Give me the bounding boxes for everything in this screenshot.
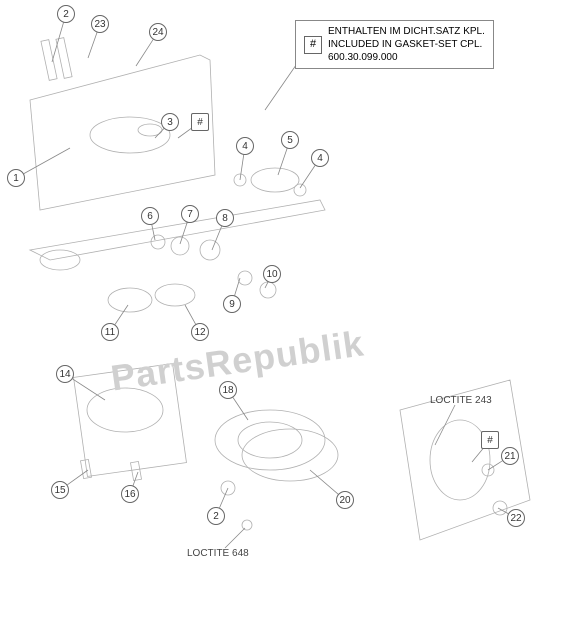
- callout-number: 11: [101, 323, 119, 341]
- hash-label: #: [304, 36, 322, 54]
- callout-16: 16: [121, 485, 139, 503]
- callout-6: 6: [141, 207, 159, 225]
- callout-number: 5: [281, 131, 299, 149]
- callout-number: 7: [181, 205, 199, 223]
- callout-10: 10: [263, 265, 281, 283]
- callout-14: 14: [56, 365, 74, 383]
- callout-4: 4: [236, 137, 254, 155]
- callout-number: 8: [216, 209, 234, 227]
- callout-number: 20: [336, 491, 354, 509]
- callout-number: 4: [236, 137, 254, 155]
- callout-2: 2: [207, 507, 225, 525]
- callout-number: 15: [51, 481, 69, 499]
- callout-7: 7: [181, 205, 199, 223]
- callout-5: 5: [281, 131, 299, 149]
- callout-8: 8: [216, 209, 234, 227]
- callout-9: 9: [223, 295, 241, 313]
- hash-icon: #: [191, 113, 209, 131]
- callout-number: 24: [149, 23, 167, 41]
- callout-20: 20: [336, 491, 354, 509]
- callout-4: 4: [311, 149, 329, 167]
- callout-number: 23: [91, 15, 109, 33]
- callout-number: 4: [311, 149, 329, 167]
- callout-number: 9: [223, 295, 241, 313]
- note-1: LOCTITE 648: [187, 548, 249, 559]
- callout-number: 6: [141, 207, 159, 225]
- callout-number: 16: [121, 485, 139, 503]
- callout-2: 2: [57, 5, 75, 23]
- callout-number: 2: [57, 5, 75, 23]
- callout-number: 3: [161, 113, 179, 131]
- callout-11: 11: [101, 323, 119, 341]
- callout-22: 22: [507, 509, 525, 527]
- parts-diagram-background: [0, 0, 563, 621]
- callout-number: 1: [7, 169, 25, 187]
- callout-number: 12: [191, 323, 209, 341]
- callout-24: 24: [149, 23, 167, 41]
- info-box-text: ENTHALTEN IM DICHT.SATZ KPL. INCLUDED IN…: [328, 25, 485, 64]
- callout-15: 15: [51, 481, 69, 499]
- callout-number: 14: [56, 365, 74, 383]
- note-0: LOCTITE 243: [430, 395, 492, 406]
- callout-12: 12: [191, 323, 209, 341]
- callout-3: 3: [161, 113, 179, 131]
- hash-callout: #: [191, 113, 209, 131]
- callout-number: 2: [207, 507, 225, 525]
- callout-21: 21: [501, 447, 519, 465]
- callout-number: 10: [263, 265, 281, 283]
- hash-callout: #: [481, 431, 499, 449]
- gasket-set-info-box: # ENTHALTEN IM DICHT.SATZ KPL. INCLUDED …: [295, 20, 494, 69]
- callout-number: 22: [507, 509, 525, 527]
- callout-1: 1: [7, 169, 25, 187]
- callout-23: 23: [91, 15, 109, 33]
- callout-number: 21: [501, 447, 519, 465]
- hash-icon: #: [481, 431, 499, 449]
